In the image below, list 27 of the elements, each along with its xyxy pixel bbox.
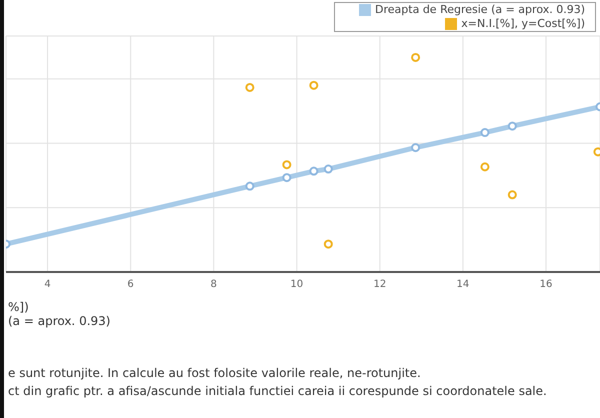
text: e sunt rotunjite. In calcule au fost folosite valorile reale, ne-rotunjite. [8,366,422,380]
legend-label: x=N.I.[%], y=Cost[%]) [461,17,585,30]
point [480,128,490,138]
x-tick-label: 8 [210,279,217,290]
x-tick-label: 10 [290,279,304,290]
point [411,52,420,62]
point [282,160,292,170]
point [245,82,254,92]
x-tick-label: 6 [127,279,134,290]
point [480,162,490,172]
text: %]) [8,300,30,314]
point [309,166,318,176]
point [508,122,517,131]
point [508,190,517,200]
x-tick-label: 12 [373,279,386,290]
x-tick-label: 14 [456,279,470,290]
point [282,173,292,182]
point [245,182,254,191]
legend-label: Dreapta de Regresie (a = aprox. 0.93) [375,3,585,16]
text: ct din grafic ptr. a afisa/ascunde initiala functiei careia ii corespunde si coordonatele sale. [8,384,547,398]
point [309,80,318,90]
point [411,143,420,152]
point [324,240,333,249]
point [324,164,333,174]
text: (a = aprox. 0.93) [8,314,112,328]
x-tick-label: 16 [540,279,552,290]
x-tick-label: 4 [44,279,51,290]
